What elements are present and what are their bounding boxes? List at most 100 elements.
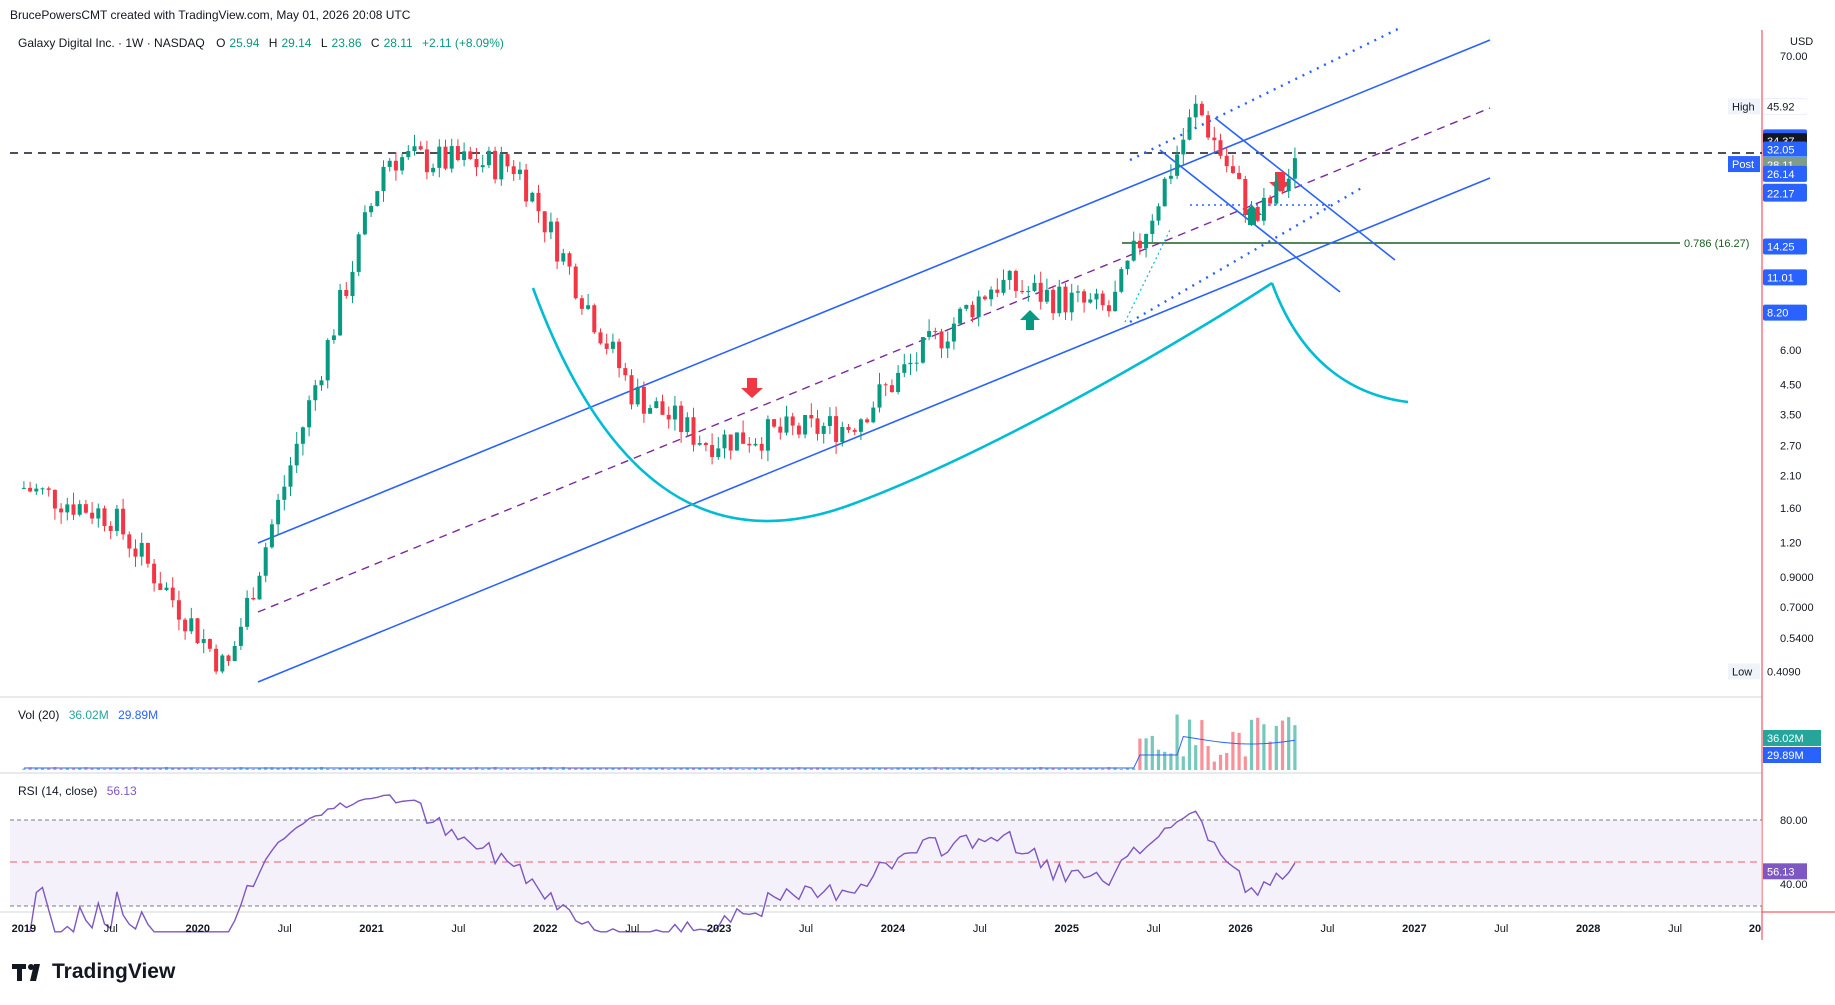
candle [34, 483, 39, 495]
candle [573, 263, 578, 300]
volume-bar [28, 767, 32, 770]
volume-bar [791, 768, 795, 770]
time-tick-label: Jul [278, 923, 292, 935]
candle [1181, 127, 1186, 166]
candle [536, 184, 541, 223]
volume-bar [109, 767, 113, 770]
candle [449, 138, 454, 173]
time-tick-label: Jul [625, 923, 639, 935]
candle [1007, 269, 1012, 290]
volume-bar [1218, 754, 1223, 770]
candle [623, 362, 628, 381]
candle [579, 295, 584, 315]
close-value: 28.11 [383, 36, 413, 50]
candle [660, 394, 665, 416]
candle [840, 421, 845, 447]
volume-bar [809, 768, 813, 770]
candle [443, 139, 448, 171]
volume-bar [171, 768, 175, 770]
price-tick-label: 70.00 [1780, 51, 1808, 63]
volume-bar [654, 768, 658, 770]
volume-bar [512, 768, 516, 770]
volume-bar [921, 767, 925, 770]
price-tick-label: 2.70 [1780, 441, 1801, 453]
price-tag: 26.14 [1763, 165, 1807, 182]
volume-bar [78, 767, 82, 770]
candle [1292, 147, 1297, 189]
volume-bar [313, 767, 317, 770]
candle [1051, 285, 1056, 321]
volume-bar [1243, 756, 1247, 770]
volume-bar [152, 767, 156, 770]
volume-bar [1187, 719, 1192, 770]
candle [747, 437, 752, 453]
volume-value-tag [1763, 730, 1821, 746]
candle [300, 426, 305, 456]
volume-bar [47, 768, 51, 770]
candle [276, 493, 281, 536]
open-label: O [216, 36, 226, 50]
volume-bar [784, 768, 789, 770]
time-axis[interactable]: 2019 Jul 2020 Jul 2021 Jul 2022 Jul 2023 Jul 2024 J… [12, 923, 1762, 935]
candle [617, 338, 622, 378]
volume-bar [400, 768, 404, 770]
candle [90, 502, 95, 525]
candle [784, 405, 789, 436]
volume-bar [406, 767, 410, 770]
volume-bar [710, 768, 714, 770]
volume-bar [1194, 745, 1198, 770]
candle [455, 139, 460, 162]
volume-bar [251, 768, 255, 770]
price-tag-side-label: Post [1732, 159, 1754, 171]
volume-bar [567, 767, 572, 770]
candle [1150, 214, 1155, 243]
tradingview-logo[interactable]: TradingView [12, 960, 175, 984]
volume-bar [59, 768, 63, 770]
candle [989, 286, 994, 307]
candle [517, 161, 522, 180]
volume-bar [437, 767, 441, 770]
volume-bar [140, 767, 144, 770]
candle [641, 381, 646, 423]
volume-bar [1262, 724, 1266, 770]
svg-text:8.20: 8.20 [1767, 308, 1788, 320]
rsi-level-label: 80.00 [1780, 815, 1808, 827]
price-tick-label: 1.20 [1780, 538, 1801, 550]
candle [877, 372, 882, 413]
volume-bar [388, 768, 392, 770]
candle [505, 152, 510, 173]
svg-text:14.25: 14.25 [1767, 241, 1795, 253]
wedge-upper-line [1214, 117, 1396, 261]
channel-upper-line [257, 39, 1491, 544]
volume-bar [555, 768, 559, 770]
volume-group: 36.02M 29.89M [22, 714, 1821, 770]
price-tag-side-label: Low [1732, 666, 1752, 678]
volume-bar [425, 767, 429, 770]
volume-bar [778, 767, 782, 770]
candle [1026, 285, 1031, 302]
volume-bar [462, 767, 466, 770]
price-tick-label: 0.5400 [1780, 633, 1814, 645]
dotted-channel-lower [1129, 184, 1366, 324]
volume-bar [34, 767, 38, 770]
volume-bar [1206, 746, 1210, 770]
candle [945, 331, 950, 359]
price-tag: 8.20 [1763, 304, 1807, 321]
volume-bar [239, 767, 243, 770]
symbol-legend: Galaxy Digital Inc. · 1W · NASDAQ O 25.94… [18, 36, 504, 50]
candle [604, 333, 609, 355]
volume-bar [871, 767, 875, 770]
candle [803, 414, 808, 439]
candle [493, 146, 498, 184]
candle [858, 418, 863, 441]
volume-legend: Vol (20) 36.02M 29.89M [18, 708, 158, 722]
volume-bar [1144, 738, 1148, 770]
candle [424, 140, 429, 180]
candle [133, 539, 138, 567]
volume-bar [487, 768, 491, 770]
currency-label: USD [1790, 36, 1814, 48]
candle [1206, 111, 1211, 140]
candle [418, 141, 423, 151]
candle [939, 328, 944, 358]
